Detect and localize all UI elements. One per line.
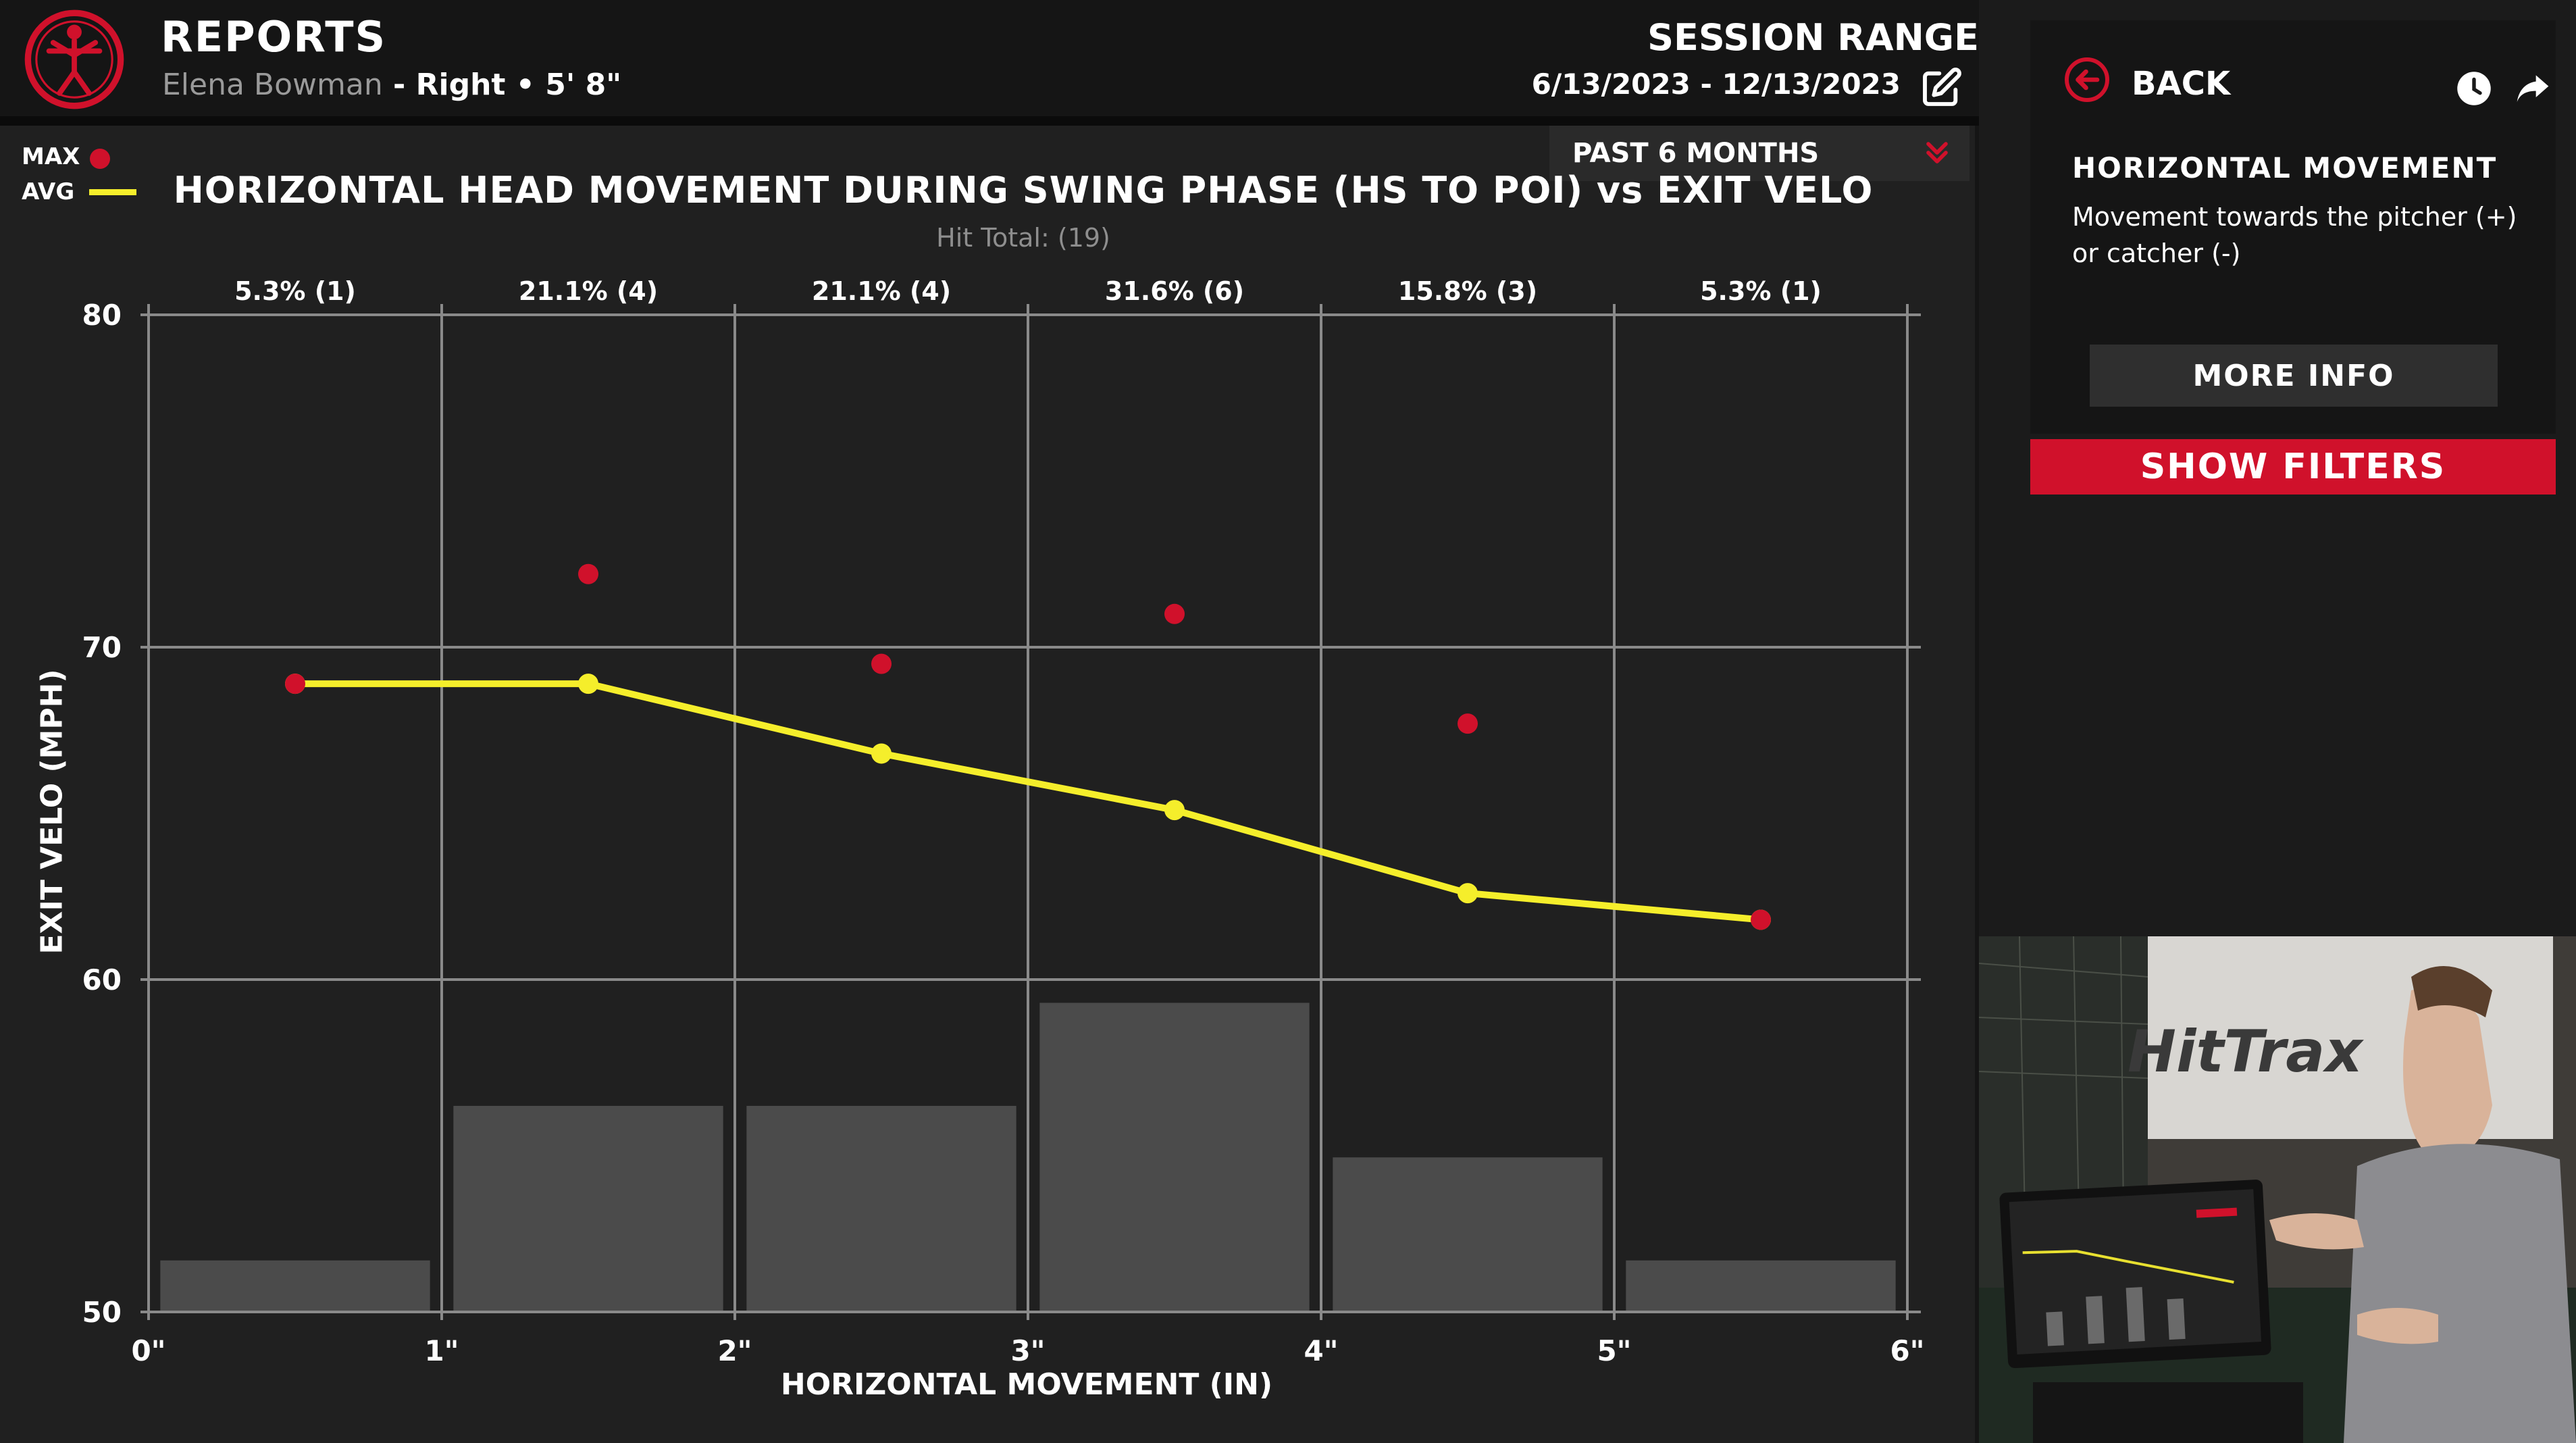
bin-percentage-label: 21.1% (4) <box>519 276 658 306</box>
webcam-sign-text: HitTrax <box>2128 1018 2364 1086</box>
count-bar <box>746 1105 1016 1312</box>
max-point <box>1751 909 1771 930</box>
count-bar <box>1333 1157 1603 1312</box>
avg-point <box>1164 800 1185 821</box>
count-bar <box>453 1105 723 1312</box>
report-header <box>0 0 1979 120</box>
max-point <box>578 563 598 584</box>
x-tick-label: 4" <box>1304 1334 1338 1365</box>
max-point <box>285 674 305 694</box>
legend-avg-label: AVG <box>22 178 75 205</box>
x-tick-label: 5" <box>1597 1334 1631 1365</box>
x-tick-label: 0" <box>131 1334 165 1365</box>
date-range-value: PAST 6 MONTHS <box>1572 138 1820 169</box>
bin-percentage-label: 21.1% (4) <box>812 276 951 306</box>
count-bar <box>1626 1260 1896 1312</box>
session-range-label: SESSION RANGE <box>1647 16 1979 59</box>
hittrax-logo-icon <box>24 9 124 109</box>
chart-title: HORIZONTAL HEAD MOVEMENT DURING SWING PH… <box>173 169 1874 211</box>
player-name: Elena Bowman <box>162 68 383 102</box>
count-bar <box>1039 1003 1310 1312</box>
y-tick-label: 70 <box>82 631 122 664</box>
player-detail: - Right • 5' 8" <box>382 68 622 102</box>
player-info: Elena Bowman - Right • 5' 8" <box>162 68 621 102</box>
bin-percentage-label: 15.8% (3) <box>1398 276 1537 306</box>
y-tick-label: 50 <box>82 1296 122 1329</box>
bin-percentage-label: 5.3% (1) <box>234 276 356 306</box>
page-title: REPORTS <box>161 12 387 61</box>
bin-percentage-label: 5.3% (1) <box>1700 276 1822 306</box>
x-tick-label: 2" <box>717 1334 752 1365</box>
max-point <box>1458 713 1478 734</box>
presenter-video: HitTrax <box>1979 936 2576 1443</box>
back-button[interactable]: BACK <box>2132 65 2231 103</box>
back-arrow-icon[interactable] <box>2063 55 2111 104</box>
share-icon[interactable] <box>2513 69 2553 107</box>
max-point <box>871 653 892 674</box>
show-filters-button[interactable]: SHOW FILTERS <box>2030 439 2556 495</box>
presenter-video-scene: HitTrax <box>1979 936 2576 1443</box>
avg-point <box>871 743 892 764</box>
chevron-down-icon <box>1926 142 1948 163</box>
x-tick-label: 3" <box>1010 1334 1045 1365</box>
more-info-button[interactable]: MORE INFO <box>2090 345 2498 407</box>
x-tick-label: 1" <box>424 1334 459 1365</box>
y-tick-label: 60 <box>82 963 122 996</box>
legend-max-marker <box>90 149 110 169</box>
bin-percentage-label: 31.6% (6) <box>1105 276 1244 306</box>
avg-point <box>1458 883 1478 904</box>
exit-velo-chart: 0" 1" 2" 3" 4" 5" 6" 50 60 70 80 5.3% (1) 21.1% (4) 2… <box>82 276 1925 1365</box>
avg-point <box>578 674 598 694</box>
edit-icon[interactable] <box>1920 66 1963 109</box>
info-title: HORIZONTAL MOVEMENT <box>2072 151 2498 184</box>
legend-avg-marker <box>89 189 136 195</box>
legend-max-label: MAX <box>22 143 80 170</box>
y-tick-label: 80 <box>82 299 122 332</box>
header-divider <box>0 116 1979 126</box>
x-tick-label: 6" <box>1890 1334 1924 1365</box>
avg-line <box>295 680 1761 923</box>
y-axis-label: EXIT VELO (MPH) <box>34 669 70 955</box>
x-axis-label: HORIZONTAL MOVEMENT (IN) <box>780 1367 1273 1402</box>
date-range-select[interactable]: PAST 6 MONTHS <box>1549 126 1969 181</box>
info-description: Movement towards the pitcher (+) or catc… <box>2072 202 2517 268</box>
clock-icon[interactable] <box>2456 70 2492 107</box>
count-bar <box>160 1260 430 1312</box>
session-range-dates: 6/13/2023 - 12/13/2023 <box>1531 68 1901 101</box>
max-point <box>1164 603 1185 624</box>
chart-subtitle: Hit Total: (19) <box>936 223 1110 253</box>
